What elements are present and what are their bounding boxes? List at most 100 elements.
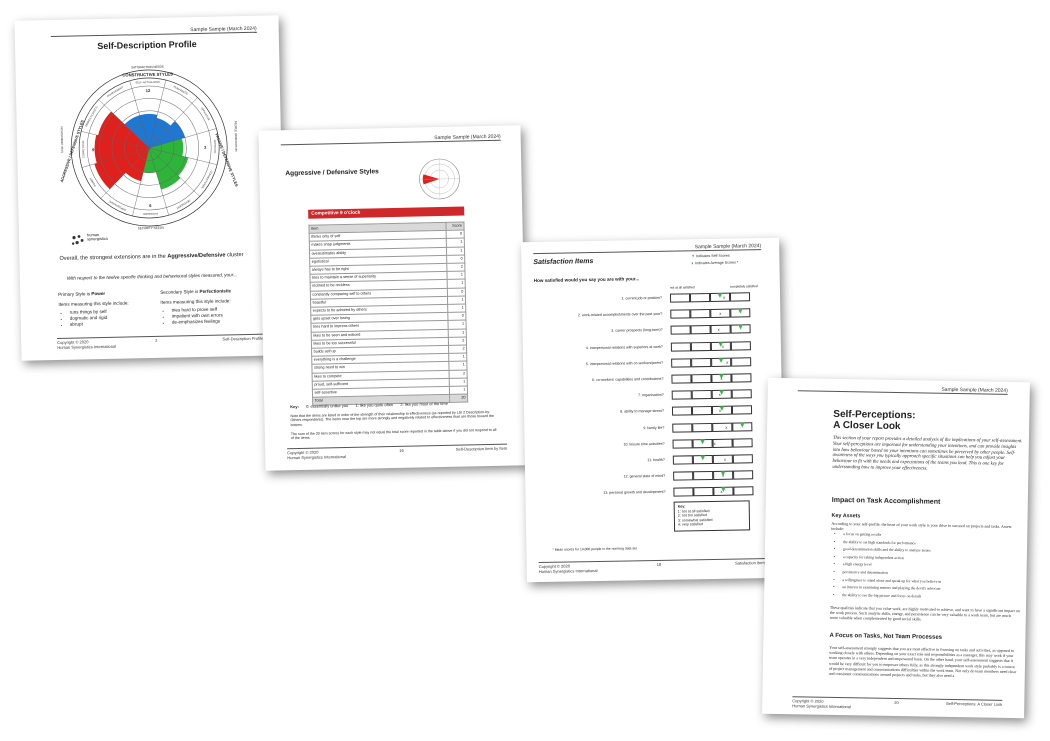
subsection-heading: Key Assets — [831, 512, 861, 520]
scale-cell — [732, 438, 753, 448]
circumplex-spoke — [149, 128, 217, 149]
table-cell-score: 1 — [446, 246, 465, 256]
circumplex-spoke — [129, 80, 150, 149]
scale-cell — [672, 422, 693, 433]
primary-style-line: Primary Style is Power — [58, 290, 106, 297]
satisfaction-scale-row: ▼ x — [670, 322, 759, 337]
satisfaction-scale-row: ▼ x — [673, 469, 761, 482]
table-cell-score: 0 — [446, 254, 465, 264]
circumplex-segment — [124, 115, 150, 149]
table-cell-score: 2 — [449, 369, 468, 379]
scale-cell — [731, 389, 752, 399]
satisfaction-rows: 1. current job or position? ▼ x 2. work-rel… — [521, 238, 779, 498]
mini-circumplex-icon — [419, 158, 460, 200]
scale-cell — [691, 406, 713, 416]
average-score-marker: x — [726, 359, 729, 365]
circumplex-ring — [86, 85, 212, 211]
circumplex-outer-ring — [70, 69, 228, 227]
header-rule — [280, 139, 501, 146]
self-score-marker-icon: ▼ — [738, 419, 747, 430]
scale-cell — [691, 390, 712, 400]
scale-cell — [733, 486, 754, 496]
table-cell-score: 1 — [448, 353, 467, 362]
scale-cell — [673, 471, 694, 481]
circumplex-segment — [149, 148, 181, 190]
circumplex-segment — [149, 138, 184, 157]
need-label-satisfaction: SATISFACTION NEEDS — [131, 65, 164, 70]
clock-number: 12 — [146, 88, 151, 93]
satisfaction-item-label: 8. ability to manage stress? — [620, 409, 665, 414]
scale-cell — [670, 341, 691, 352]
circumplex-outer-ring — [78, 77, 220, 219]
circumplex-style-label: POWER — [88, 177, 97, 188]
section-heading: Impact on Task Accomplishment — [831, 496, 941, 506]
scale-cell — [693, 487, 714, 497]
secondary-style-column: Secondary Style is Perfectionistic Items… — [160, 288, 232, 325]
satisfaction-scale-row: ▼ x — [670, 307, 758, 320]
average-score-marker: x — [722, 472, 725, 478]
need-label-security: SECURITY NEEDS — [138, 226, 164, 231]
self-score-marker-icon: ▼ — [698, 436, 707, 447]
satisfaction-item-label: 12. general state of mind? — [623, 473, 666, 479]
logo-mark-icon — [71, 235, 84, 245]
satisfaction-item-label: 3. career prospects (long-term)? — [611, 328, 663, 334]
average-score-marker: x — [717, 327, 720, 333]
satisfaction-item-label: 5. interpersonal relations with co-worke… — [585, 360, 664, 366]
table-cell-score: 2 — [448, 336, 467, 346]
list-item: abrupt — [70, 320, 129, 327]
scale-cell — [691, 373, 712, 384]
page-self-perceptions: Sample Sample (March 2024) Self-Percepti… — [762, 377, 1030, 719]
table-cell-score: 1 — [448, 328, 467, 338]
average-score-marker: x — [720, 489, 723, 495]
circumplex-spoke — [81, 147, 150, 168]
average-score-marker: x — [719, 310, 722, 317]
scale-cell — [689, 292, 711, 303]
table-cell-score: 1 — [446, 271, 466, 280]
table-cell-score: 1 — [447, 320, 467, 329]
self-score-marker-icon: ▼ — [736, 322, 745, 332]
circumplex-spoke — [148, 79, 167, 149]
circumplex-segment — [94, 148, 150, 190]
satisfaction-scale-row: ▼ x — [673, 485, 761, 499]
table-cell-score: 0 — [446, 230, 465, 239]
satisfaction-item-label: 4. interpersonal relations with superior… — [585, 344, 663, 350]
circumplex-chart: SELF-ACTUALIZING HUMANISTIC AFFILIATIVE APP… — [60, 65, 239, 231]
page-footer-left: Copyright © 2020 Human Synergistics Inter… — [792, 698, 851, 710]
secondary-items-label: Items measuring this style include: — [160, 298, 231, 305]
table-cell-score: 1 — [447, 279, 466, 288]
clock-number: 9 — [92, 147, 95, 152]
self-score-marker-icon: ▼ — [698, 453, 707, 463]
scale-cell — [690, 309, 711, 319]
circumplex-segment — [139, 113, 158, 149]
circumplex-spoke — [132, 147, 150, 217]
circumplex-spoke — [98, 99, 150, 149]
page-footer-left: Copyright © 2020 Human Synergistics Inter… — [538, 563, 598, 575]
page-title: Satisfaction Items — [533, 258, 594, 267]
satisfaction-scale-row: ▼ x — [671, 388, 760, 401]
satisfaction-scale-row: ▼ x — [671, 372, 759, 385]
circumplex-spoke — [148, 147, 169, 216]
scale-cell — [671, 390, 692, 400]
summary-text: Overall, the strongest extensions are in… — [59, 252, 244, 262]
scale-cell — [690, 325, 711, 335]
table-cell-score: 2 — [448, 345, 467, 354]
header-rule — [50, 31, 257, 38]
table-cell-score: 1 — [448, 361, 468, 370]
circumplex-segment — [125, 148, 150, 182]
scale-cell — [690, 341, 711, 351]
circumplex-style-label: HUMANISTIC — [173, 85, 189, 96]
intro-paragraph: This section of your report provides a d… — [832, 435, 1023, 472]
circumplex-rings — [70, 69, 228, 227]
satisfaction-scale-row: ▼ x — [670, 339, 759, 353]
secondary-style-line: Secondary Style is Perfectionistic — [160, 288, 232, 295]
satisfaction-item-label: 11. health? — [647, 457, 665, 463]
assets-list: a focus on getting results the ability t… — [836, 531, 942, 601]
table-cell-score: 20 — [449, 394, 468, 403]
list-item: de-emphasizes feelings — [172, 318, 232, 325]
table-cell-score: 2 — [446, 263, 465, 272]
circumplex-spoke — [149, 97, 198, 149]
average-score-marker: x — [718, 408, 722, 414]
scale-cell — [672, 455, 693, 465]
average-score-marker: x — [722, 294, 726, 300]
page-number: 2 — [155, 337, 158, 343]
